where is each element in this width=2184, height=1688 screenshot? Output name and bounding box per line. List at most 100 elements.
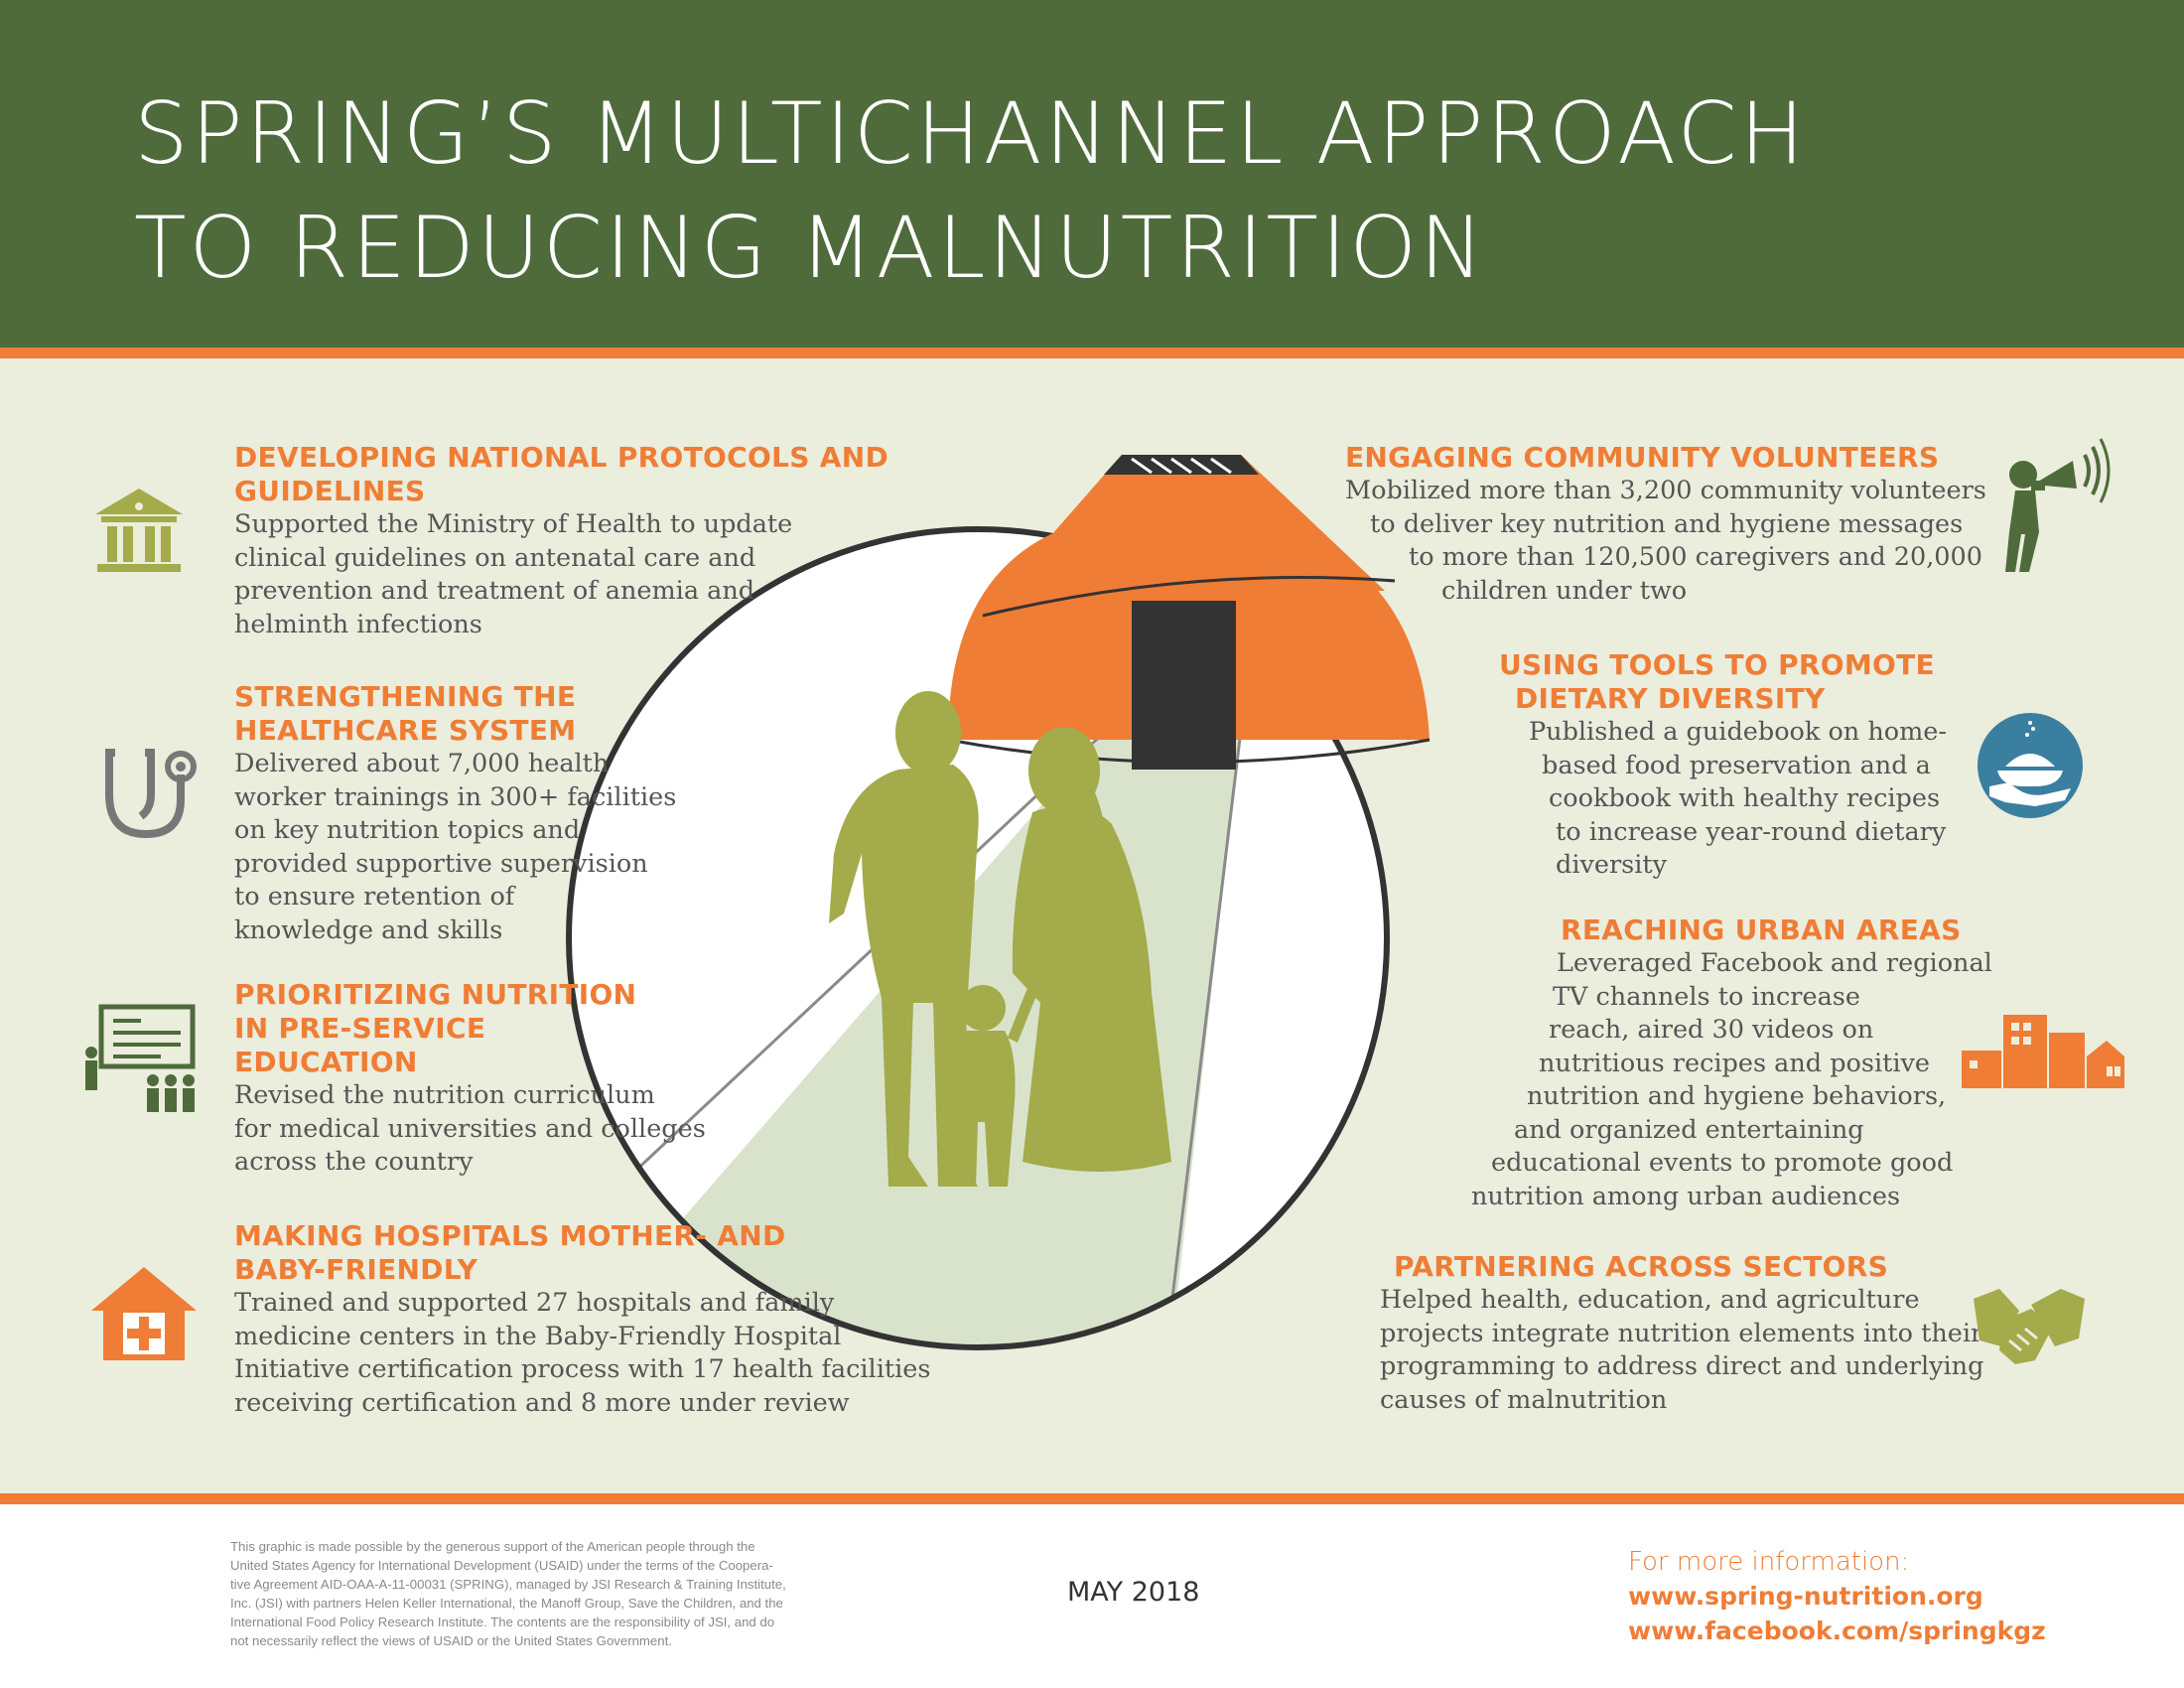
heading-line: HEALTHCARE SYSTEM: [234, 714, 577, 747]
body-line: knowledge and skills: [234, 914, 503, 945]
center-circle-outline: [566, 526, 1390, 1350]
section-heading: ENGAGING COMMUNITY VOLUNTEERS: [1345, 441, 2020, 475]
stethoscope-icon: [105, 749, 197, 839]
body-line: programming to address direct and underl…: [1380, 1351, 1984, 1381]
hospital-house-icon: [91, 1267, 197, 1360]
heading-line: USING TOOLS TO PROMOTE: [1499, 648, 1935, 681]
header-banner: SPRING’S MULTICHANNEL APPROACH TO REDUCI…: [0, 0, 2184, 348]
body-line: clinical guidelines on antenatal care an…: [234, 542, 756, 573]
body-line: based food preservation and a: [1542, 750, 1931, 780]
body-line: Delivered about 7,000 health: [234, 749, 610, 778]
funding-disclaimer: This graphic is made possible by the gen…: [230, 1537, 905, 1650]
heading-line: DEVELOPING NATIONAL PROTOCOLS AND: [234, 441, 888, 474]
section-pre-service-education: PRIORITIZING NUTRITION IN PRE-SERVICE ED…: [234, 978, 909, 1180]
body-line: to deliver key nutrition and hygiene mes…: [1370, 508, 1964, 539]
section-body: Leveraged Facebook and regional TV chann…: [1469, 947, 2025, 1213]
page-title-line-1: SPRING’S MULTICHANNEL APPROACH: [134, 84, 1808, 184]
body-line: to more than 120,500 caregivers and 20,0…: [1409, 542, 1982, 572]
body-line: Trained and supported 27 hospitals and f…: [234, 1288, 835, 1318]
heading-line: DIETARY DIVERSITY: [1515, 682, 1826, 715]
body-line: causes of malnutrition: [1380, 1384, 1668, 1415]
food-in-hand-icon: [1978, 713, 2083, 818]
section-body: Delivered about 7,000 health worker trai…: [234, 748, 909, 947]
body-line: Revised the nutrition curriculum: [234, 1080, 655, 1110]
yurt-icon: [947, 455, 1431, 770]
section-national-protocols: DEVELOPING NATIONAL PROTOCOLS AND GUIDEL…: [234, 441, 909, 641]
classroom-icon: [85, 1004, 196, 1112]
section-heading: REACHING URBAN AREAS: [1469, 914, 2025, 947]
body-line: cookbook with healthy recipes: [1549, 783, 1941, 813]
body-line: to ensure retention of: [234, 882, 515, 912]
disclaimer-line: not necessarily reflect the views of USA…: [230, 1633, 672, 1648]
family-silhouette: [829, 691, 1171, 1187]
facebook-link[interactable]: www.facebook.com/springkgz: [1628, 1617, 2046, 1645]
section-urban-areas: REACHING URBAN AREAS Leveraged Facebook …: [1469, 914, 2025, 1213]
heading-line: IN PRE-SERVICE: [234, 1012, 486, 1045]
body-line: diversity: [1556, 850, 1668, 880]
body-line: and organized entertaining: [1514, 1114, 1864, 1145]
body-line: across the country: [234, 1147, 474, 1177]
body-line: nutrition among urban audiences: [1471, 1181, 1901, 1211]
heading-line: PARTNERING ACROSS SECTORS: [1394, 1250, 1889, 1283]
body-line: for medical universities and colleges: [234, 1113, 706, 1144]
megaphone-person-icon: [2005, 438, 2111, 572]
disclaimer-line: Inc. (JSI) with partners Helen Keller In…: [230, 1596, 783, 1611]
section-body: Supported the Ministry of Health to upda…: [234, 508, 909, 641]
body-line: reach, aired 30 videos on: [1549, 1015, 1874, 1045]
body-line: nutrition and hygiene behaviors,: [1527, 1081, 1947, 1111]
section-healthcare-system: STRENGTHENING THE HEALTHCARE SYSTEM Deli…: [234, 680, 909, 947]
body-line: children under two: [1441, 575, 1688, 606]
body-line: medicine centers in the Baby-Friendly Ho…: [234, 1321, 842, 1351]
city-buildings-icon: [1962, 1015, 2124, 1088]
more-info-label: For more information:: [1628, 1547, 1910, 1577]
heading-line: PRIORITIZING NUTRITION: [234, 978, 637, 1011]
section-heading: PARTNERING ACROSS SECTORS: [1380, 1250, 2015, 1284]
body-line: projects integrate nutrition elements in…: [1380, 1318, 1983, 1348]
section-heading: DEVELOPING NATIONAL PROTOCOLS AND GUIDEL…: [234, 441, 909, 508]
body-line: to increase year-round dietary: [1556, 816, 1947, 847]
body-line: on key nutrition topics and: [234, 815, 581, 845]
handshake-icon: [1974, 1289, 2085, 1364]
heading-line: MAKING HOSPITALS MOTHER- AND: [234, 1219, 786, 1252]
section-dietary-diversity: USING TOOLS TO PROMOTE DIETARY DIVERSITY…: [1499, 648, 2015, 883]
section-baby-friendly-hospitals: MAKING HOSPITALS MOTHER- AND BABY-FRIEND…: [234, 1219, 949, 1420]
government-building-icon: [95, 489, 183, 572]
body-line: provided supportive supervision: [234, 848, 648, 879]
body-line: Initiative certification process with 17…: [234, 1354, 931, 1384]
body-line: Supported the Ministry of Health to upda…: [234, 509, 793, 539]
body-line: helminth infections: [234, 609, 482, 639]
section-body: Trained and supported 27 hospitals and f…: [234, 1287, 949, 1420]
body-line: nutritious recipes and positive: [1539, 1048, 1931, 1078]
section-body: Mobilized more than 3,200 community volu…: [1345, 475, 2020, 608]
body-line: Helped health, education, and agricultur…: [1380, 1285, 1920, 1315]
heading-line: STRENGTHENING THE: [234, 680, 577, 713]
section-body: Published a guidebook on home- based foo…: [1499, 716, 2015, 883]
body-line: prevention and treatment of anemia and: [234, 576, 755, 606]
disclaimer-line: tive Agreement AID-OAA-A-11-00031 (SPRIN…: [230, 1577, 786, 1592]
section-heading: MAKING HOSPITALS MOTHER- AND BABY-FRIEND…: [234, 1219, 949, 1287]
bottom-orange-rule: [0, 1493, 2184, 1504]
body-line: Leveraged Facebook and regional: [1557, 948, 1992, 978]
section-community-volunteers: ENGAGING COMMUNITY VOLUNTEERS Mobilized …: [1345, 441, 2020, 608]
section-heading: STRENGTHENING THE HEALTHCARE SYSTEM: [234, 680, 909, 748]
heading-line: ENGAGING COMMUNITY VOLUNTEERS: [1345, 441, 1940, 474]
disclaimer-line: United States Agency for International D…: [230, 1558, 773, 1573]
heading-line: GUIDELINES: [234, 475, 426, 507]
disclaimer-line: International Food Policy Research Insti…: [230, 1615, 775, 1629]
body-line: educational events to promote good: [1491, 1148, 1954, 1178]
publication-date: MAY 2018: [1067, 1577, 1200, 1608]
body-line: receiving certification and 8 more under…: [234, 1387, 850, 1418]
body-line: Published a guidebook on home-: [1529, 717, 1947, 747]
top-orange-rule: [0, 348, 2184, 358]
section-partnering-sectors: PARTNERING ACROSS SECTORS Helped health,…: [1380, 1250, 2015, 1417]
section-heading: USING TOOLS TO PROMOTE DIETARY DIVERSITY: [1499, 648, 2015, 716]
section-heading: PRIORITIZING NUTRITION IN PRE-SERVICE ED…: [234, 978, 909, 1079]
website-link[interactable]: www.spring-nutrition.org: [1628, 1582, 1983, 1611]
body-line: TV channels to increase: [1553, 981, 1860, 1012]
body-line: worker trainings in 300+ facilities: [234, 781, 677, 812]
disclaimer-line: This graphic is made possible by the gen…: [230, 1539, 755, 1554]
body-line: Mobilized more than 3,200 community volu…: [1345, 476, 1986, 505]
heading-line: REACHING URBAN AREAS: [1561, 914, 1962, 946]
heading-line: EDUCATION: [234, 1046, 418, 1078]
page-title-line-2: TO REDUCING MALNUTRITION: [134, 199, 1487, 298]
